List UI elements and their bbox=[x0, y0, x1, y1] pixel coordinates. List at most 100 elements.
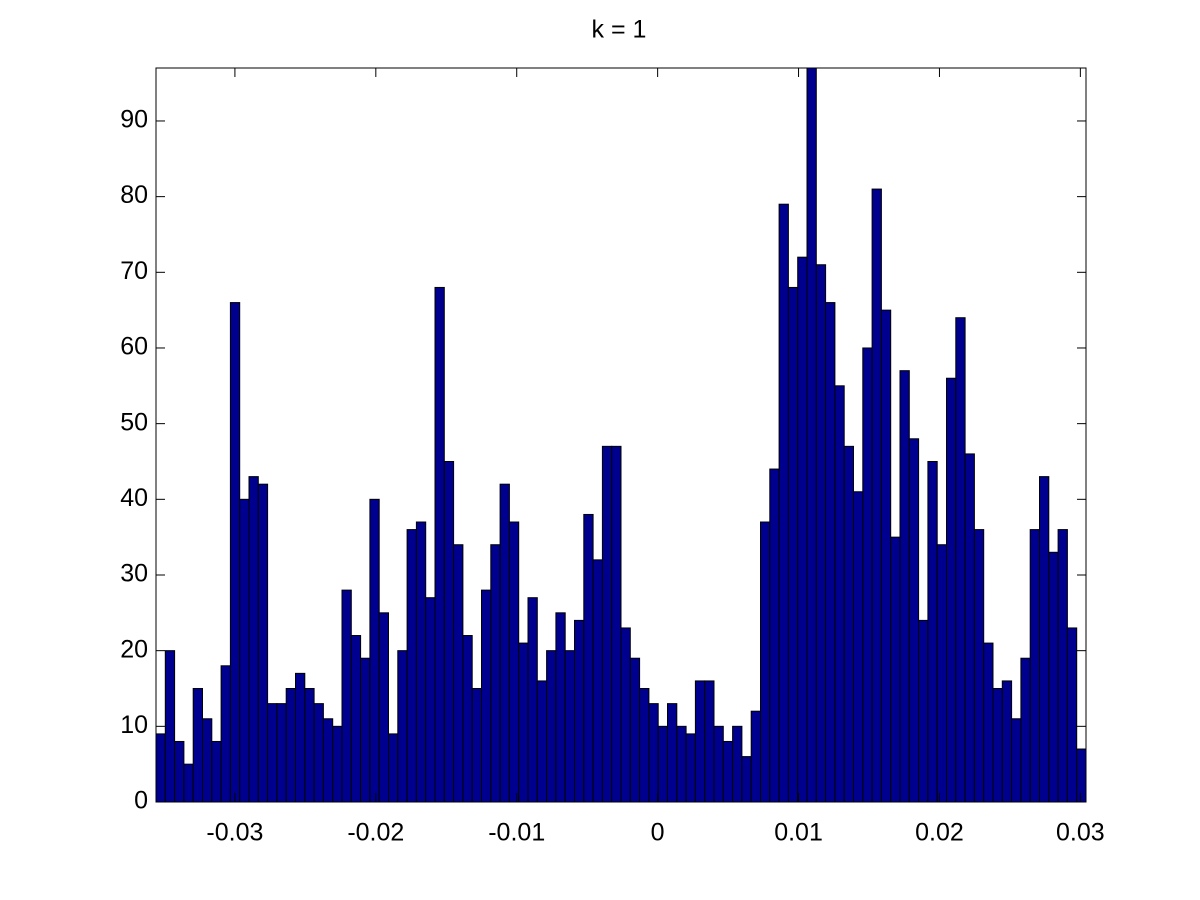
bar bbox=[295, 672, 306, 803]
bar bbox=[983, 642, 994, 803]
bar bbox=[490, 544, 501, 803]
bar bbox=[880, 309, 892, 803]
bar bbox=[676, 725, 687, 803]
bar bbox=[508, 521, 520, 803]
bar bbox=[927, 460, 938, 803]
bar bbox=[1011, 718, 1022, 803]
x-tick-label: -0.03 bbox=[206, 819, 263, 847]
bar bbox=[471, 687, 483, 803]
axes-box bbox=[155, 67, 1087, 803]
y-tick-label: 10 bbox=[120, 711, 148, 739]
bar bbox=[667, 703, 678, 803]
y-tick-label: 90 bbox=[120, 106, 148, 134]
x-tick-label: 0.01 bbox=[774, 819, 823, 847]
y-tick-label: 40 bbox=[120, 484, 148, 512]
bar bbox=[555, 612, 566, 803]
bar bbox=[946, 377, 957, 803]
bar bbox=[899, 370, 910, 803]
bar bbox=[648, 703, 659, 803]
bar bbox=[732, 725, 743, 803]
bar bbox=[871, 188, 882, 803]
bar bbox=[778, 203, 789, 803]
bar bbox=[155, 733, 166, 803]
bar bbox=[843, 445, 855, 803]
bar bbox=[862, 347, 873, 803]
bar bbox=[611, 445, 622, 803]
bar bbox=[685, 733, 696, 803]
bar bbox=[1076, 748, 1087, 803]
bar bbox=[202, 718, 213, 803]
bar bbox=[481, 589, 492, 803]
bar bbox=[174, 740, 185, 803]
x-tick-label: 0 bbox=[651, 819, 665, 847]
chart-title: k = 1 bbox=[592, 16, 647, 44]
bar bbox=[248, 476, 259, 803]
bar bbox=[211, 740, 222, 803]
bar bbox=[546, 650, 557, 803]
bar bbox=[583, 513, 594, 803]
bar bbox=[936, 544, 948, 803]
bar bbox=[267, 703, 278, 803]
bar bbox=[536, 680, 548, 803]
bar bbox=[741, 756, 752, 803]
bar bbox=[350, 635, 362, 803]
bar bbox=[574, 619, 585, 803]
bar bbox=[601, 445, 613, 803]
bar bbox=[564, 650, 576, 803]
x-tick-label: -0.01 bbox=[488, 819, 545, 847]
bar bbox=[453, 544, 464, 803]
bar bbox=[406, 529, 417, 803]
y-tick-label: 60 bbox=[120, 333, 148, 361]
bar bbox=[434, 286, 445, 803]
bar bbox=[704, 680, 715, 803]
bar bbox=[815, 264, 827, 803]
bar bbox=[192, 687, 203, 803]
bar bbox=[378, 612, 390, 803]
bar bbox=[629, 657, 641, 803]
bar bbox=[229, 302, 241, 803]
bar bbox=[797, 256, 808, 803]
bar bbox=[713, 725, 724, 803]
bar bbox=[639, 687, 650, 803]
bar bbox=[527, 597, 538, 803]
bar bbox=[164, 650, 176, 803]
bar bbox=[1020, 657, 1031, 803]
bar bbox=[388, 733, 399, 803]
y-tick-label: 0 bbox=[134, 787, 148, 815]
x-tick-label: 0.02 bbox=[915, 819, 964, 847]
bar bbox=[518, 642, 529, 803]
bar bbox=[360, 657, 371, 803]
bar bbox=[657, 725, 669, 803]
y-tick-label: 20 bbox=[120, 635, 148, 663]
bar bbox=[313, 703, 324, 803]
bar bbox=[787, 286, 799, 803]
bar bbox=[694, 680, 706, 803]
x-tick-label: -0.02 bbox=[347, 819, 404, 847]
bar bbox=[890, 536, 901, 803]
bar bbox=[239, 498, 250, 803]
bar bbox=[992, 687, 1003, 803]
y-tick-label: 70 bbox=[120, 257, 148, 285]
bar bbox=[1029, 529, 1040, 803]
bar bbox=[369, 498, 380, 803]
bar bbox=[834, 385, 845, 803]
bar bbox=[425, 597, 436, 803]
bar bbox=[750, 710, 762, 803]
bar bbox=[955, 317, 966, 803]
bar bbox=[853, 491, 864, 803]
bar bbox=[1057, 529, 1068, 803]
bar bbox=[499, 483, 510, 803]
bar bbox=[1048, 551, 1059, 803]
y-tick-label: 50 bbox=[120, 408, 148, 436]
bar bbox=[304, 687, 315, 803]
bar bbox=[769, 468, 780, 803]
bar bbox=[973, 529, 985, 803]
bar bbox=[1001, 680, 1013, 803]
bar bbox=[918, 619, 929, 803]
bar bbox=[1066, 627, 1078, 803]
bar bbox=[908, 438, 920, 803]
bar bbox=[592, 559, 603, 803]
y-tick-label: 30 bbox=[120, 560, 148, 588]
bar bbox=[285, 687, 297, 803]
